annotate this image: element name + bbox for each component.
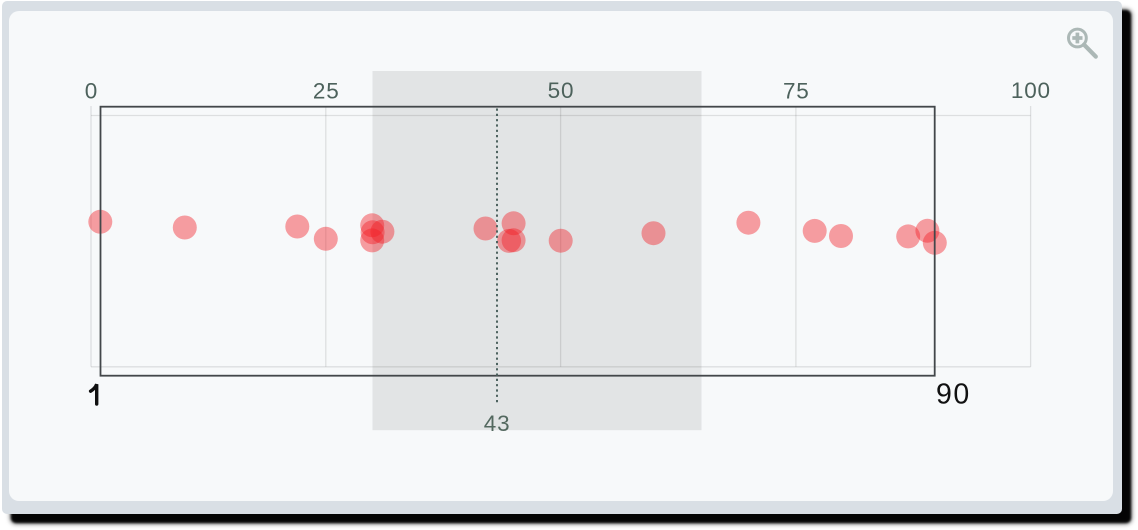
svg-text:25: 25 [313,78,340,103]
svg-text:100: 100 [1011,78,1051,103]
svg-text:0: 0 [85,78,98,103]
svg-text:50: 50 [548,78,575,103]
svg-text:43: 43 [484,411,511,436]
svg-text:75: 75 [783,78,810,103]
svg-text:90: 90 [936,379,971,411]
